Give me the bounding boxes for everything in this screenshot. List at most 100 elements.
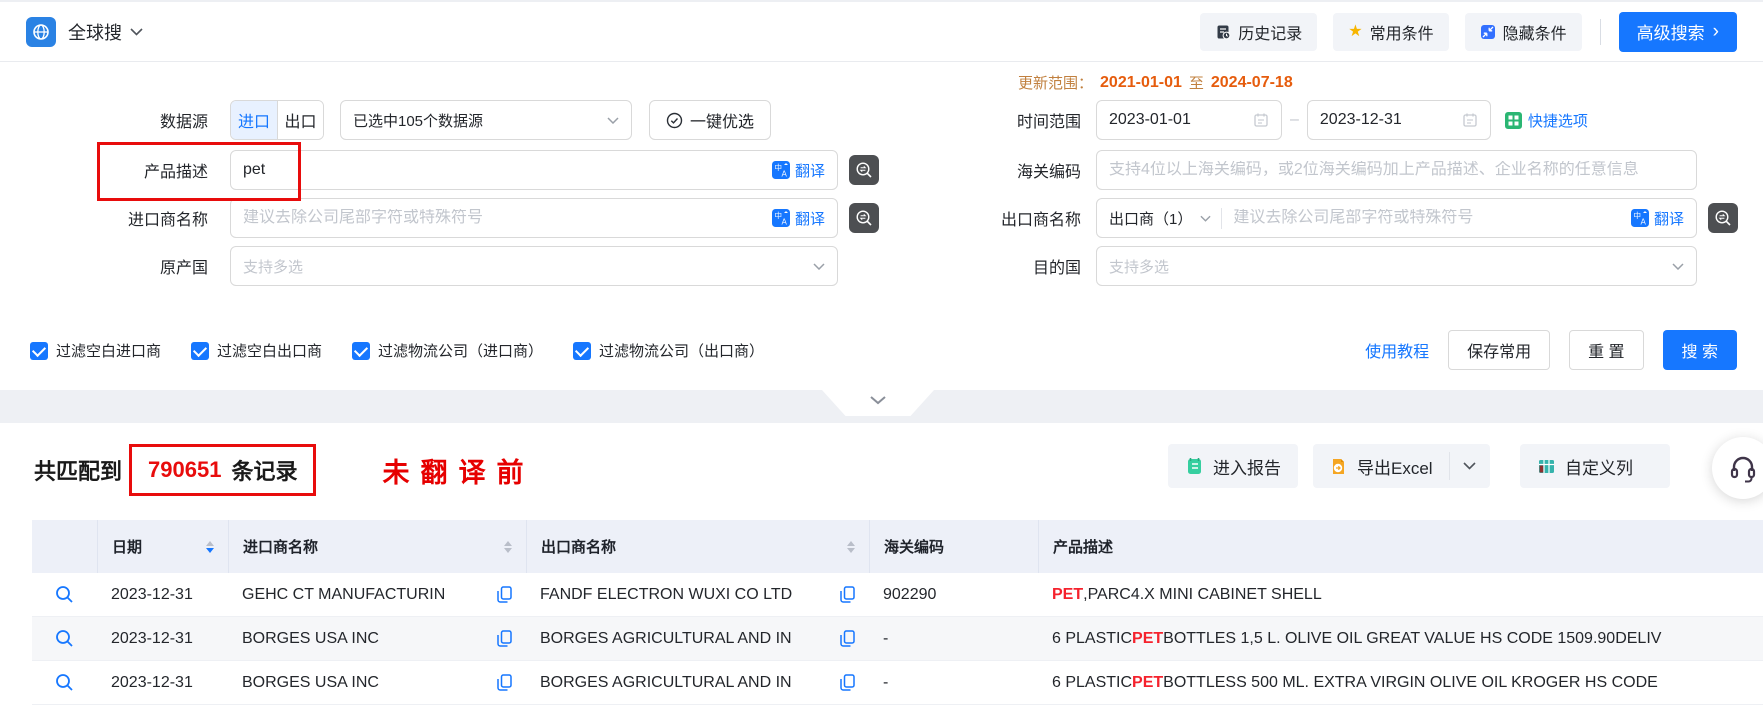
importer-input[interactable] — [243, 209, 762, 227]
table-row: 2023-12-31 BORGES USA INC BORGES AGRICUL… — [32, 617, 1763, 661]
hide-conditions-button[interactable]: 隐藏条件 — [1464, 12, 1582, 51]
form-actions: 使用教程 保存常用 重 置 搜 索 — [1365, 330, 1737, 370]
results-count: 790651 — [148, 457, 222, 482]
search-translate-toggle-button[interactable] — [1708, 203, 1738, 233]
exporter-mode-select[interactable]: 出口商（1） — [1109, 207, 1223, 229]
sort-control[interactable] — [837, 540, 855, 553]
results-prefix: 共匹配到 — [34, 459, 123, 484]
sort-control[interactable] — [494, 540, 512, 553]
checkbox-filter-logistics-importer[interactable]: 过滤物流公司（进口商） — [352, 340, 543, 361]
exporter-field: 出口商（1） 中A 翻译 — [1096, 198, 1697, 238]
chevron-down-icon[interactable] — [130, 27, 143, 36]
top-strip — [0, 0, 1763, 2]
tab-import[interactable]: 进口 — [231, 101, 277, 139]
quick-options-link[interactable]: 快捷选项 — [1504, 110, 1588, 131]
cell-exporter: BORGES AGRICULTURAL AND IN — [526, 617, 869, 660]
table-header-exporter: 出口商名称 — [526, 520, 869, 573]
headset-icon — [1730, 456, 1756, 483]
product-desc-input[interactable] — [243, 161, 762, 179]
checkbox-filter-blank-exporter[interactable]: 过滤空白出口商 — [191, 340, 322, 361]
export-excel-button[interactable]: 导出Excel — [1313, 444, 1449, 488]
export-options-chevron[interactable] — [1450, 444, 1490, 488]
hs-code-input[interactable] — [1109, 161, 1684, 179]
cell-product-desc: 6 PLASTIC PET BOTTLES 1,5 L. OLIVE OIL G… — [1052, 629, 1662, 647]
hs-code-row: 海关编码 — [880, 150, 1763, 190]
update-range-end: 2024-07-18 — [1210, 73, 1293, 91]
destination-label: 目的国 — [1032, 260, 1081, 277]
copy-icon[interactable] — [840, 586, 855, 603]
svg-text:中: 中 — [1633, 210, 1641, 220]
filter-checkbox-row: 过滤空白进口商 过滤空白出口商 过滤物流公司（进口商） 过滤物流公司（出口商） — [30, 340, 764, 361]
checkbox-filter-logistics-exporter[interactable]: 过滤物流公司（出口商） — [573, 340, 764, 361]
cell-hs-code: 902290 — [883, 585, 937, 603]
row-detail-magnifier-icon[interactable] — [55, 629, 74, 648]
copy-icon[interactable] — [497, 630, 512, 647]
customize-columns-button[interactable]: 自定义列 — [1520, 444, 1670, 488]
row-detail-magnifier-icon[interactable] — [55, 673, 74, 692]
sort-control[interactable] — [196, 540, 214, 553]
table-header-importer: 进口商名称 — [228, 520, 526, 573]
advanced-search-button[interactable]: 高级搜索 › — [1618, 11, 1737, 52]
save-favorite-button[interactable]: 保存常用 — [1448, 330, 1551, 370]
tab-export[interactable]: 出口 — [277, 101, 323, 139]
origin-country-label: 原产国 — [159, 260, 208, 277]
search-translate-toggle-button[interactable] — [849, 203, 879, 233]
copy-icon[interactable] — [497, 674, 512, 691]
report-icon — [1185, 457, 1204, 476]
search-translate-toggle-button[interactable] — [849, 155, 879, 185]
start-date-picker[interactable]: 2023-01-01 — [1096, 100, 1282, 140]
keyword-highlight: PET — [1132, 629, 1164, 647]
table-header-product-desc: 产品描述 — [1038, 520, 1763, 573]
update-range-label: 更新范围： — [1018, 75, 1094, 92]
collapse-panel-tab[interactable] — [822, 390, 934, 416]
cell-product-desc: PET ,PARC4.X MINI CABINET SHELL — [1052, 585, 1322, 603]
reset-button[interactable]: 重 置 — [1569, 330, 1644, 370]
globe-icon — [26, 16, 56, 47]
exporter-input[interactable] — [1233, 209, 1621, 227]
cell-importer: BORGES USA INC — [228, 617, 526, 660]
tutorial-link[interactable]: 使用教程 — [1365, 344, 1430, 361]
data-source-select[interactable]: 已选中105个数据源 — [340, 100, 632, 140]
direction-segment: 进口 出口 — [230, 100, 324, 140]
results-count-suffix: 条记录 — [231, 459, 298, 484]
search-button[interactable]: 搜 索 — [1662, 330, 1737, 370]
star-icon: ★ — [1348, 22, 1363, 40]
top-bar: 全球搜 历史记录 ★ 常用条件 隐藏条件 高级搜 — [0, 2, 1763, 62]
origin-country-row: 原产国 支持多选 — [0, 246, 880, 286]
table-row: 2023-12-31 BORGES USA INC BORGES AGRICUL… — [32, 661, 1763, 705]
table-header-hs-code: 海关编码 — [869, 520, 1038, 573]
copy-icon[interactable] — [840, 674, 855, 691]
importer-row: 进口商名称 中A 翻译 — [0, 198, 880, 238]
time-range-row: 时间范围 2023-01-01 – 2023-12-31 快捷选项 — [880, 100, 1763, 140]
end-date-picker[interactable]: 2023-12-31 — [1306, 100, 1491, 140]
table-header-date: 日期 — [97, 520, 228, 573]
history-button[interactable]: 历史记录 — [1200, 12, 1318, 51]
page-title: 全球搜 — [68, 22, 122, 43]
untranslated-annotation: 未翻译前 — [382, 457, 535, 488]
destination-select[interactable]: 支持多选 — [1096, 246, 1697, 286]
keyword-highlight: PET — [1132, 673, 1164, 691]
cell-product-desc: 6 PLASTIC PET BOTTLESS 500 ML. EXTRA VIR… — [1052, 673, 1658, 691]
favorites-button[interactable]: ★ 常用条件 — [1333, 12, 1449, 51]
cell-exporter: FANDF ELECTRON WUXI CO LTD — [526, 573, 869, 616]
importer-label: 进口商名称 — [127, 212, 208, 229]
enter-report-button[interactable]: 进入报告 — [1168, 444, 1298, 488]
copy-icon[interactable] — [497, 586, 512, 603]
checkbox-filter-blank-importer[interactable]: 过滤空白进口商 — [30, 340, 161, 361]
row-detail-magnifier-icon[interactable] — [55, 585, 74, 604]
chevron-down-icon — [813, 262, 825, 270]
checkbox-checked-icon — [30, 341, 48, 360]
one-key-optimize-button[interactable]: 一键优选 — [649, 100, 772, 140]
support-headset-button[interactable] — [1712, 437, 1763, 499]
importer-field: 中A 翻译 — [230, 198, 838, 238]
cell-date: 2023-12-31 — [111, 629, 193, 647]
origin-country-select[interactable]: 支持多选 — [230, 246, 838, 286]
copy-icon[interactable] — [840, 630, 855, 647]
table-header-select — [32, 520, 97, 573]
